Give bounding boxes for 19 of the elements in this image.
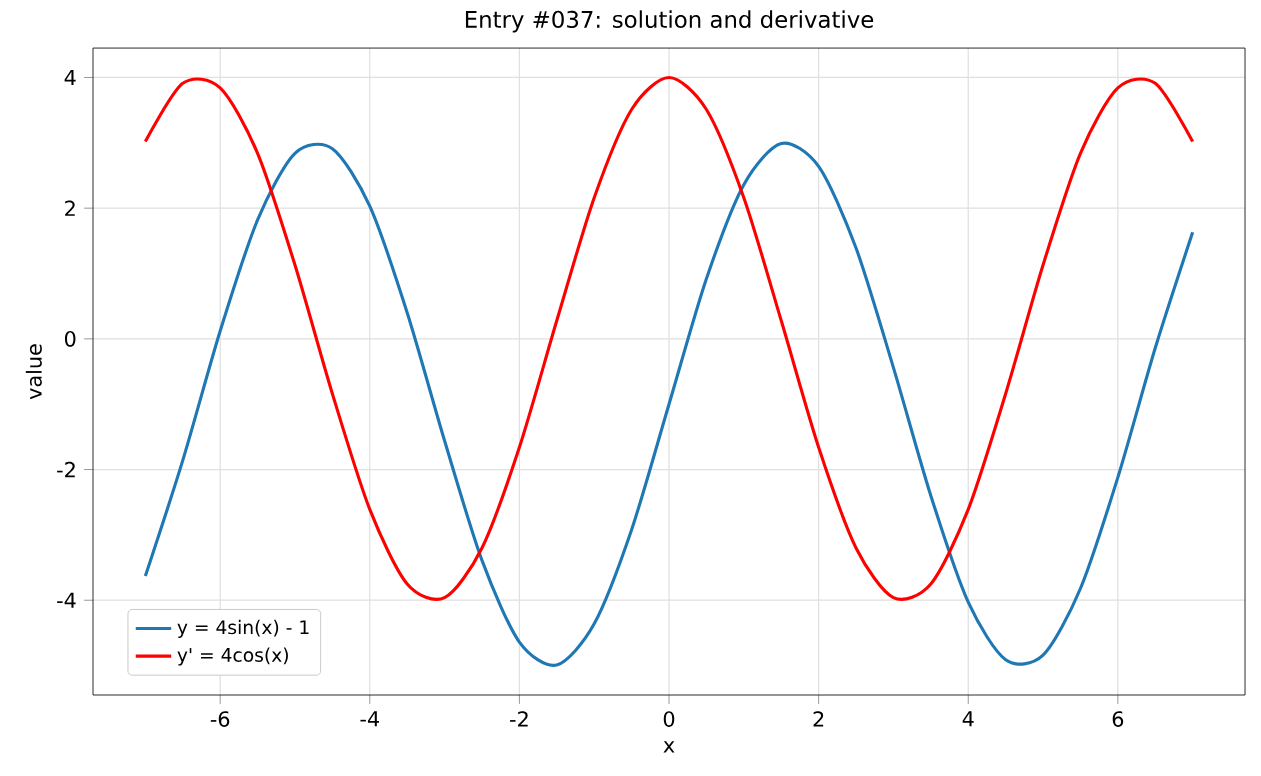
chart-title: Entry #037: solution and derivative [465, 10, 874, 33]
x-tick-label: -6 [210, 711, 230, 727]
y-tick-label: -4 [57, 592, 76, 608]
x-tick-label: -2 [510, 711, 528, 727]
y-axis-title: value [25, 344, 42, 400]
legend-label: y = 4sin(x) - 1 [177, 619, 309, 638]
y-tick-label: 2 [65, 200, 75, 216]
x-tick-label: 4 [962, 711, 974, 727]
legend-label: y' = 4cos(x) [177, 647, 288, 666]
x-axis-title: x [663, 741, 675, 753]
x-tick-label: 6 [1112, 711, 1124, 727]
x-tick-label: 0 [663, 711, 675, 727]
y-tick-label: 0 [64, 330, 76, 347]
x-tick-label: 2 [813, 711, 824, 727]
y-tick-label: -2 [57, 461, 75, 478]
x-tick-label: -4 [360, 711, 379, 727]
line-series [143, 75, 1195, 600]
line-series [143, 141, 1195, 667]
y-tick-label: 4 [64, 69, 76, 86]
